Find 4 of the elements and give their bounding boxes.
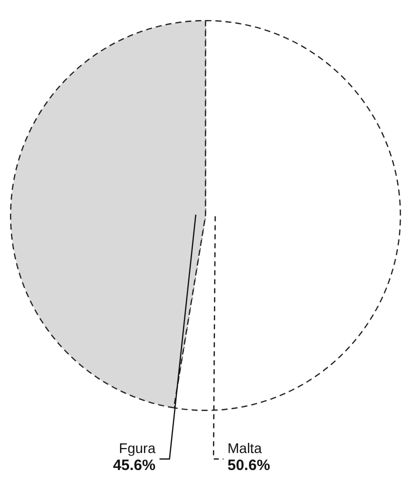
slice-label: Fgura xyxy=(118,440,156,456)
data-label: 45.6% xyxy=(112,457,156,474)
slice-label: Malta xyxy=(228,440,262,456)
data-label: 50.6% xyxy=(228,457,270,474)
